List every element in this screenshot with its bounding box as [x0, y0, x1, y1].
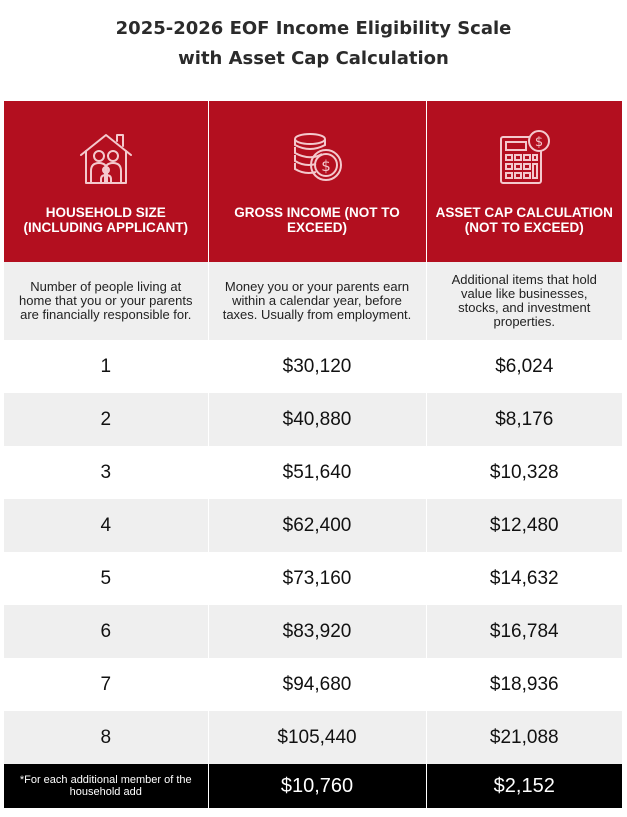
calculator-dollar-icon: $ — [500, 129, 551, 184]
description-cell: Number of people living at home that you… — [4, 262, 208, 340]
description-row: Number of people living at home that you… — [4, 262, 622, 340]
header-label: GROSS INCOME (NOT TO EXCEED) — [234, 204, 400, 235]
additional-income: $10,760 — [207, 764, 426, 808]
income-cell: $51,640 — [207, 446, 426, 499]
table-row: 4 $62,400 $12,480 — [4, 499, 622, 552]
income-cell: $83,920 — [207, 605, 426, 658]
income-cell: $94,680 — [207, 658, 426, 711]
household-size-cell: 2 — [4, 393, 208, 446]
asset-cell: $16,784 — [425, 605, 622, 658]
table-row: 5 $73,160 $14,632 — [4, 552, 622, 605]
asset-cell: $10,328 — [425, 446, 622, 499]
title-line-1: 2025-2026 EOF Income Eligibility Scale — [115, 18, 512, 39]
asset-cell: $18,936 — [425, 658, 622, 711]
description-cell: Additional items that hold value like bu… — [425, 262, 622, 340]
asset-cell: $8,176 — [425, 393, 622, 446]
header-label: ASSET CAP CALCULATION (NOT TO EXCEED) — [435, 204, 613, 235]
footer-row: *For each additional member of the house… — [4, 764, 622, 808]
household-size-cell: 6 — [4, 605, 208, 658]
income-cell: $40,880 — [207, 393, 426, 446]
svg-text:$: $ — [321, 157, 331, 175]
table-row: 8 $105,440 $21,088 — [4, 711, 622, 764]
family-house-icon — [79, 133, 132, 184]
additional-asset: $2,152 — [425, 764, 622, 808]
additional-member-note: *For each additional member of the house… — [4, 764, 208, 808]
table-row: 1 $30,120 $6,024 — [4, 340, 622, 393]
income-cell: $30,120 — [207, 340, 426, 393]
income-cell: $73,160 — [207, 552, 426, 605]
header-row: HOUSEHOLD SIZE (INCLUDING APPLICANT) $ — [4, 101, 622, 262]
header-label: HOUSEHOLD SIZE (INCLUDING APPLICANT) — [23, 204, 189, 235]
asset-cell: $6,024 — [425, 340, 622, 393]
title-line-2: with Asset Cap Calculation — [178, 48, 449, 69]
table-row: 6 $83,920 $16,784 — [4, 605, 622, 658]
description-cell: Money you or your parents earn within a … — [207, 262, 426, 340]
income-cell: $62,400 — [207, 499, 426, 552]
asset-cell: $14,632 — [425, 552, 622, 605]
header-gross-income: $ GROSS INCOME (NOT TO EXCEED) — [207, 101, 426, 262]
svg-text:$: $ — [535, 135, 543, 150]
household-size-cell: 3 — [4, 446, 208, 499]
household-size-cell: 5 — [4, 552, 208, 605]
household-size-cell: 8 — [4, 711, 208, 764]
asset-cell: $21,088 — [425, 711, 622, 764]
income-cell: $105,440 — [207, 711, 426, 764]
eligibility-table: HOUSEHOLD SIZE (INCLUDING APPLICANT) $ — [4, 101, 622, 808]
header-asset-cap: $ ASSET CAP CALCULATION (NOT TO EXCEED) — [425, 101, 622, 262]
household-size-cell: 4 — [4, 499, 208, 552]
page-title: 2025-2026 EOF Income Eligibility Scale w… — [0, 14, 627, 74]
coins-dollar-icon: $ — [294, 132, 342, 181]
asset-cell: $12,480 — [425, 499, 622, 552]
household-size-cell: 1 — [4, 340, 208, 393]
table-row: 7 $94,680 $18,936 — [4, 658, 622, 711]
table-row: 3 $51,640 $10,328 — [4, 446, 622, 499]
household-size-cell: 7 — [4, 658, 208, 711]
header-household-size: HOUSEHOLD SIZE (INCLUDING APPLICANT) — [4, 101, 208, 262]
table-row: 2 $40,880 $8,176 — [4, 393, 622, 446]
